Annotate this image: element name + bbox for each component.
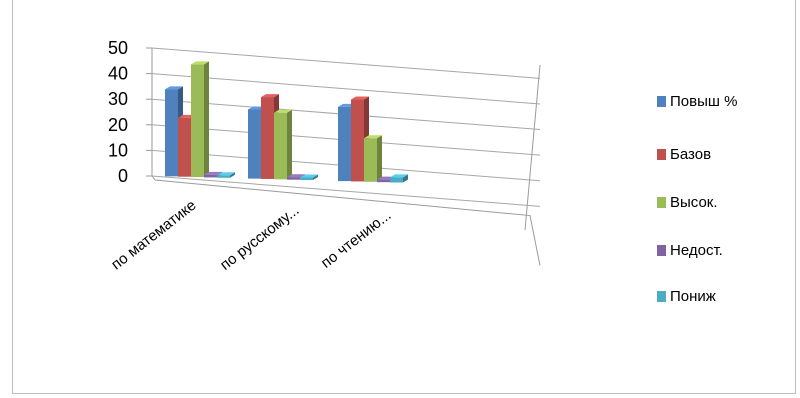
legend-item: Пониж [657,288,716,305]
bar-front [178,117,191,177]
bar-side [287,109,292,180]
bar-side [313,174,318,181]
bar-5-1 [217,172,235,178]
y-tick-label: 0 [118,166,128,186]
legend-label: Пониж [670,288,716,305]
bar-side [230,172,235,178]
legend-item: Повыш % [657,93,737,110]
bar-top [351,96,369,100]
legend-swatch [657,149,666,160]
legend-item: Высок. [657,194,718,211]
bar-top [217,172,235,176]
bar-top [300,174,318,178]
bar-front [351,99,364,182]
bar-top [191,61,209,65]
bar-front [217,175,230,178]
bar-front [287,177,300,180]
bar-top [165,86,183,90]
bar-front [274,112,287,180]
x-axis-ticks: по математике по русскому... по чтению... [108,197,394,274]
bar-front [390,177,403,183]
legend-swatch [657,245,666,256]
bar-front [377,179,390,183]
bar-front [261,97,274,179]
bar-top [364,135,382,139]
y-tick-label: 50 [108,38,128,58]
bar-front [364,138,377,182]
chart-gridlines [146,47,541,207]
bar-3-3 [364,135,382,182]
bar-side [204,61,209,178]
legend-label: Базов [670,146,711,163]
legend-label: Повыш % [670,93,737,110]
floor-edge [151,175,541,266]
chart-frame [12,0,796,394]
bar-front [191,64,204,178]
legend-swatch [657,291,666,302]
legend-label: Недост. [670,242,723,259]
legend-swatch [657,197,666,208]
y-tick-label: 10 [108,140,128,160]
y-tick-label: 20 [108,115,128,135]
gridline [151,47,541,79]
right-wall-edge [524,64,541,231]
gridline [151,73,541,105]
legend-item: Базов [657,146,711,163]
legend-swatch [657,96,666,107]
legend-label: Высок. [670,194,718,211]
bar-top [274,109,292,113]
bar-side [403,174,408,183]
legend-item: Недост. [657,242,723,259]
bar-top [390,174,408,178]
bar-side [377,135,382,182]
x-tick-label: по математике [108,197,199,274]
bar-front [338,106,351,182]
bar-5-3 [390,174,408,183]
bar-top [287,174,305,178]
bar-front [204,174,217,178]
legend: Повыш % Базов Высок. Недост. Пониж [657,93,737,305]
y-tick-label: 30 [108,89,128,109]
bar-5-2 [300,174,318,181]
y-axis-ticks: 0 10 20 30 40 50 [108,38,128,186]
bar-front [248,109,261,179]
x-tick-label: по русскому... [217,202,302,274]
bar-3-2 [274,109,292,180]
x-tick-label: по чтению... [318,207,395,272]
bar-top [261,94,279,98]
bar-top [204,171,222,175]
y-tick-label: 40 [108,64,128,84]
bar-3-1 [191,61,209,178]
bar-front [300,177,313,181]
bar-front [165,89,178,177]
chart-walls [151,48,541,266]
chart-bars [165,61,408,183]
gridline [151,175,541,207]
